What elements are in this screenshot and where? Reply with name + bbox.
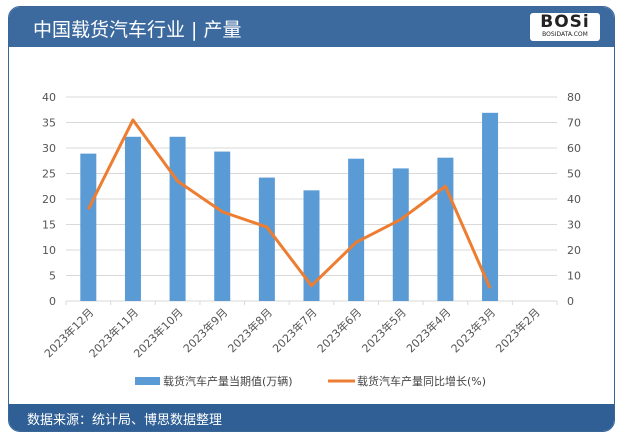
y-tick-label: 15: [42, 219, 56, 232]
y2-tick-label: 80: [567, 91, 581, 104]
footer: 数据来源：统计局、博思数据整理: [9, 404, 614, 431]
y-tick-label: 10: [42, 244, 56, 257]
line-series: [86, 118, 492, 289]
x-tick-label: 2023年5月: [359, 305, 409, 355]
y-tick-label: 20: [42, 193, 56, 206]
page-title: 中国载货汽车行业 | 产量: [33, 19, 242, 41]
bar: [258, 177, 275, 301]
header: 中国载货汽车行业 | 产量 BOSi BOSIDATA.COM: [9, 7, 614, 47]
data-source: 数据来源：统计局、博思数据整理: [27, 413, 223, 428]
legend-line-label: 载货汽车产量同比增长(%): [357, 374, 486, 388]
legend-bar-label: 载货汽车产量当期值(万辆): [163, 374, 293, 388]
x-tick-label: 2023年3月: [448, 305, 498, 355]
y-tick-label: 5: [49, 270, 56, 283]
y2-tick-label: 30: [567, 219, 581, 232]
y-tick-label: 40: [42, 91, 56, 104]
y2-tick-label: 20: [567, 244, 581, 257]
bar: [392, 168, 409, 301]
bar: [348, 158, 365, 301]
y2-tick-label: 0: [567, 295, 574, 308]
bar: [214, 151, 231, 301]
y2-tick-label: 50: [567, 168, 581, 181]
bar: [80, 153, 97, 301]
bar: [482, 112, 499, 301]
bar: [169, 136, 186, 301]
x-tick-label: 2023年6月: [314, 305, 364, 355]
bar: [303, 190, 320, 301]
y2-tick-label: 60: [567, 142, 581, 155]
chart-card: 中国载货汽车行业 | 产量 BOSi BOSIDATA.COM 数据来源：统计局、…: [8, 6, 615, 432]
x-tick-label: 2023年9月: [180, 305, 230, 355]
x-tick-label: 2023年4月: [403, 305, 453, 355]
x-tick-label: 2023年7月: [269, 305, 319, 355]
y-tick-label: 30: [42, 142, 56, 155]
y-tick-label: 25: [42, 168, 56, 181]
x-tick-label: 2023年8月: [225, 305, 275, 355]
y2-tick-label: 40: [567, 193, 581, 206]
y-tick-label: 0: [49, 295, 56, 308]
y2-tick-label: 10: [567, 270, 581, 283]
bar: [124, 136, 141, 301]
bar: [437, 157, 454, 301]
bosi-logo: BOSi BOSIDATA.COM: [530, 13, 600, 41]
x-tick-label: 2023年2月: [493, 305, 543, 355]
legend-bar-swatch: [135, 377, 160, 385]
y-tick-label: 35: [42, 117, 56, 130]
y2-tick-label: 70: [567, 117, 581, 130]
